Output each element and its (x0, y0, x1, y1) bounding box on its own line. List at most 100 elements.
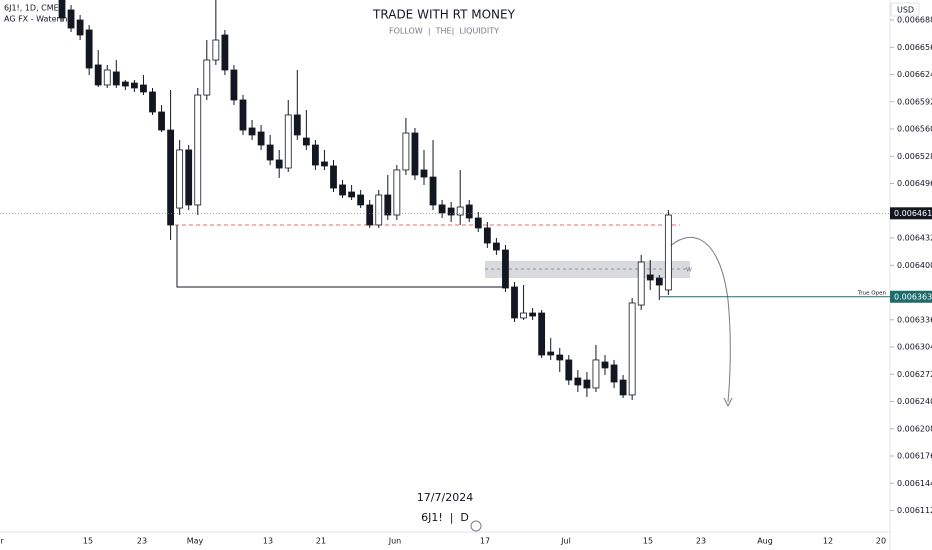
title: TRADE WITH RT MONEY (372, 8, 516, 22)
y-tick-label: 0.0062400 (897, 397, 932, 406)
candle-body (330, 165, 337, 189)
candle-body (167, 129, 175, 226)
candle-body (366, 204, 374, 226)
candle-body (275, 159, 283, 169)
candle-body (393, 169, 401, 216)
candle-body (185, 149, 193, 206)
candle-body (112, 71, 120, 86)
candle-body (565, 359, 573, 381)
candle-body (158, 111, 165, 131)
candle-body (520, 312, 527, 319)
y-tick-label: 0.0066560 (897, 43, 932, 52)
candle-body (619, 379, 627, 396)
y-tick-label: 0.0064000 (897, 261, 932, 270)
candle-body (601, 361, 609, 369)
candle-body (176, 149, 184, 209)
candle-body (655, 277, 663, 286)
candle-body (257, 131, 265, 146)
candle-body (574, 377, 582, 386)
candle-body (94, 64, 102, 86)
candle-body (239, 99, 247, 131)
candle-body (447, 207, 455, 216)
zone-label: W (686, 267, 692, 274)
candle-body (140, 84, 147, 93)
candle-body (402, 132, 410, 171)
y-tick-label: 0.0061440 (897, 479, 932, 488)
candle-body (529, 312, 536, 317)
true-open-label: 0.0063630 (894, 292, 932, 301)
candle-body (411, 132, 419, 176)
candle-body (103, 69, 111, 86)
x-tick-label: 12 (823, 537, 833, 546)
candle-body (230, 69, 238, 101)
x-tick-label: Jul (560, 537, 571, 546)
y-tick-label: 0.0064960 (897, 179, 932, 188)
y-tick-label: 0.0065280 (897, 152, 932, 161)
candle-body (321, 161, 328, 167)
candle-body (664, 214, 672, 291)
candle-body (67, 9, 75, 29)
candle-body (420, 169, 428, 178)
candle-body (348, 191, 356, 198)
candle-body (284, 114, 292, 169)
candle-body (502, 249, 509, 289)
x-tick-label: 21 (316, 537, 326, 546)
footer: 6J1! | D (421, 511, 469, 524)
last-price-box (890, 207, 932, 220)
y-tick-label: 0.0063040 (897, 343, 932, 352)
x-tick-label: 15 (643, 537, 653, 546)
candle-body (194, 94, 202, 206)
candle-body (212, 39, 220, 61)
y-tick-label: 0.0061120 (897, 506, 932, 515)
candle-body (556, 354, 564, 361)
date-label: 17/7/2024 (417, 491, 473, 504)
candle-body (438, 204, 446, 214)
y-tick-label: 0.0066880 (897, 16, 932, 25)
candle-body (646, 274, 654, 281)
y-tick-label: 0.0062080 (897, 424, 932, 433)
candle-body (76, 19, 84, 36)
candle-body (456, 206, 464, 216)
candle-body (628, 302, 636, 396)
currency: USD (897, 6, 914, 15)
candle-body (85, 29, 93, 69)
x-tick-label: Jun (388, 537, 402, 546)
candle-body (203, 59, 211, 96)
candle-body (637, 261, 645, 306)
plot (58, 0, 733, 408)
y-tick-label: 0.0065920 (897, 97, 932, 106)
x-tick-label: Aug (757, 537, 773, 546)
candle-body (302, 137, 310, 146)
candle-body (311, 144, 319, 166)
indicator: AG FX - Waterm (4, 15, 68, 24)
y-tick-label: 0.0064320 (897, 234, 932, 243)
x-tick-label: 13 (263, 537, 273, 546)
replay-icon[interactable] (470, 520, 482, 532)
y-tick-label: 0.0063360 (897, 315, 932, 324)
y-tick-label: 0.0065600 (897, 125, 932, 134)
x-tick-label: 15 (83, 537, 93, 546)
currency-box[interactable] (890, 2, 920, 17)
x-tick-label: 23 (696, 537, 706, 546)
candle-body (149, 91, 156, 113)
true-open-text: True Open (857, 290, 887, 296)
last-price-label: 0.0064610 (894, 209, 932, 218)
candle-body (221, 34, 229, 71)
arrow-head (723, 397, 733, 408)
candle-body (547, 351, 555, 356)
x-tick-label: 20 (876, 537, 886, 546)
candle-body (592, 359, 600, 389)
candle-body (248, 127, 256, 136)
subtitle: FOLLOW | THE| LIQUIDITY (389, 27, 499, 36)
candle-body (293, 114, 301, 136)
x-tick-label: 17 (480, 537, 490, 546)
x-tick-label: 23 (137, 537, 147, 546)
candle-body (375, 194, 383, 226)
y-tick-label: 0.0066240 (897, 70, 932, 79)
candle-body (357, 194, 365, 206)
x-tick-label: May (187, 537, 204, 546)
candle-body (58, 0, 66, 19)
candle-body (474, 217, 482, 229)
candle-body (583, 379, 591, 389)
